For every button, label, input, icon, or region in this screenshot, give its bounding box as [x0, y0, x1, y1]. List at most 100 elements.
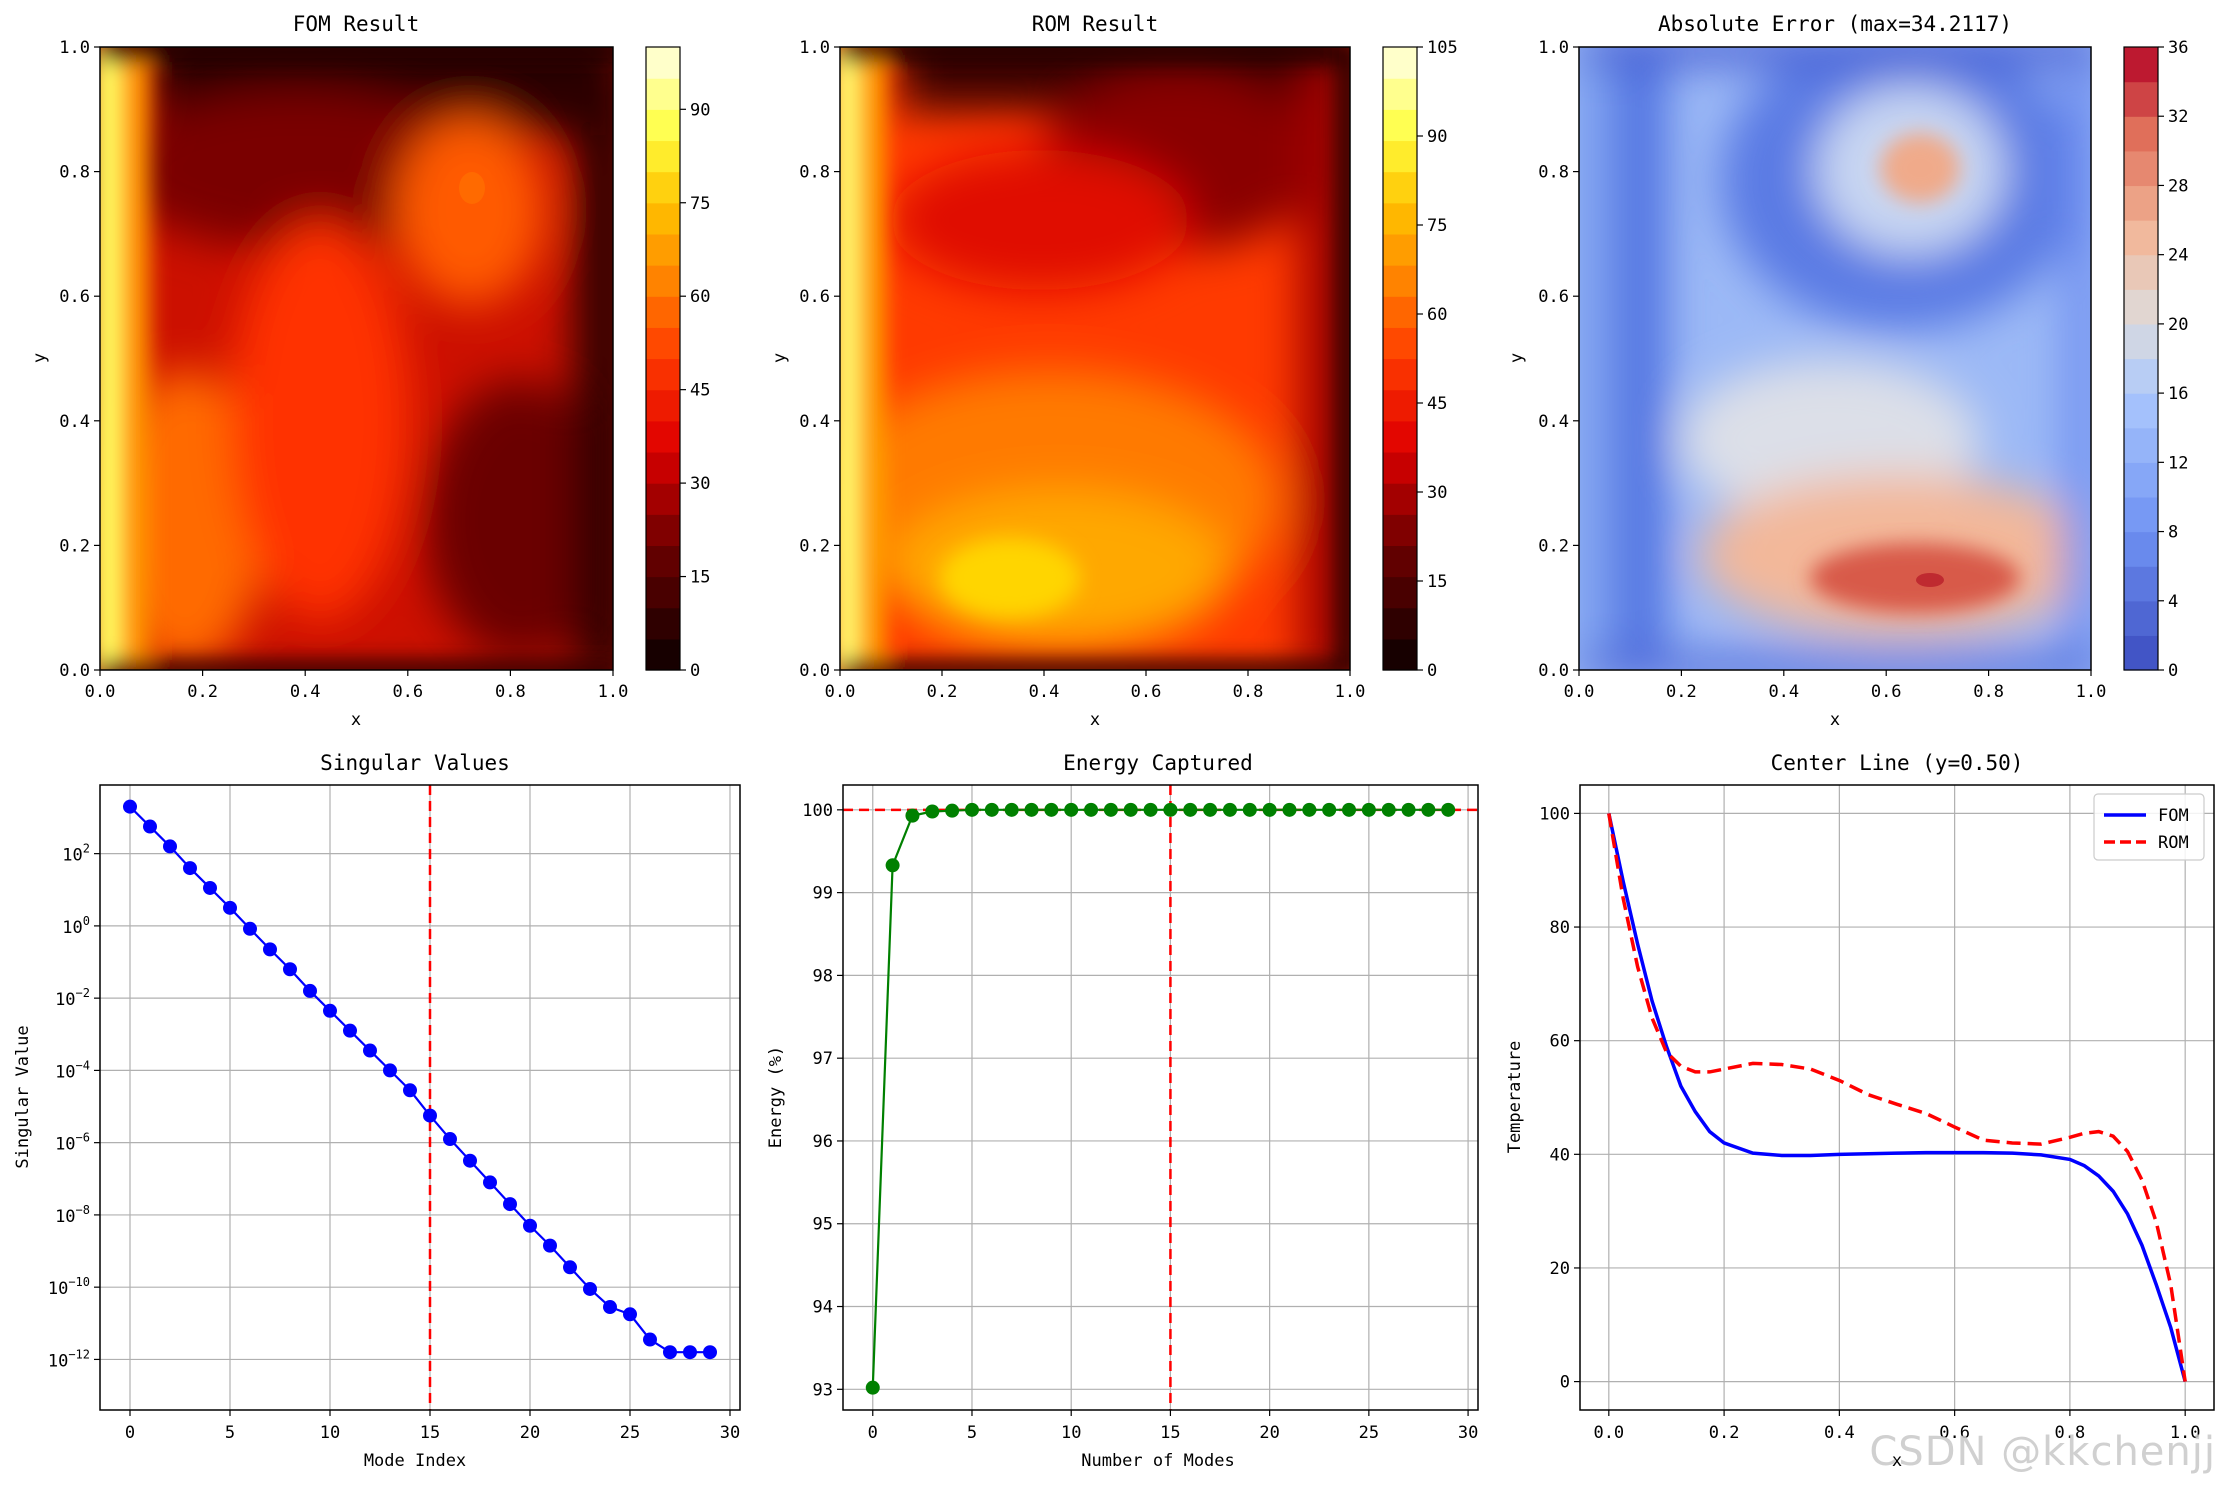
- fom-colorbar-label: 30: [690, 474, 710, 494]
- singular-point: [703, 1345, 717, 1360]
- rom-colorbar-level: [1383, 420, 1417, 453]
- rom-ytick-label: 0.2: [799, 536, 830, 556]
- centerline-ytick-label: 100: [1539, 804, 1570, 824]
- energy-frame: [842, 784, 1479, 1411]
- singular-point: [123, 799, 137, 814]
- error-bottom-peak: [1810, 543, 2020, 613]
- fom-colorbar-label: 0: [690, 661, 700, 681]
- fom-axes: 0.0 0.2 0.4 0.6 0.8 1.0 0.0 0.2 0.4 0.6 0.8 1.0: [59, 38, 628, 702]
- centerline-xtick-label: 0.6: [1939, 1423, 1970, 1443]
- error-ytick-label: 0.0: [1538, 661, 1569, 681]
- rom-colorbar-level: [1383, 140, 1417, 173]
- singular-point: [563, 1260, 577, 1275]
- error-ytick-label: 0.6: [1538, 287, 1569, 307]
- fom-colorbar-level: [646, 638, 680, 671]
- centerline-xtick-label: 1.0: [2170, 1423, 2201, 1443]
- fom-ytick-label: 0.4: [59, 412, 90, 432]
- error-colorbar-level: [2124, 289, 2158, 325]
- error-colorbar-label: 24: [2168, 246, 2188, 266]
- fom-colorbar-level: [646, 78, 680, 110]
- fom-right-lower-dark: [425, 380, 613, 660]
- error-colorbar-level: [2124, 358, 2158, 394]
- fom-xtick-label: 0.2: [187, 682, 218, 702]
- fom-xtick-label: 0.8: [495, 682, 526, 702]
- fom-colorbar-level: [646, 514, 680, 546]
- centerline-ytick-label: 60: [1550, 1032, 1570, 1052]
- rom-right-edge-red: [1300, 60, 1350, 670]
- rom-axes: 0.0 0.2 0.4 0.6 0.8 1.0 0.0 0.2 0.4 0.6 0.8 1.0: [799, 38, 1365, 702]
- singular-background: [100, 785, 740, 1410]
- error-blue-column: [1615, 60, 1665, 660]
- singular-ytick-label: 10−6: [55, 1131, 90, 1155]
- fom-colorbar-level: [646, 109, 680, 142]
- energy-point: [1421, 802, 1436, 817]
- rom-ylabel: y: [770, 353, 790, 363]
- singular-xtick-label: 0: [125, 1423, 135, 1443]
- singular-ylabel: Singular Value: [13, 1025, 33, 1168]
- centerline-ylabel: Temperature: [1505, 1041, 1525, 1154]
- rom-colorbar-label: 30: [1427, 483, 1447, 503]
- rom-panel: ROM Result 0.0 0.2 0.4 0.6 0.8 1.00.00.20.40.: [770, 12, 1458, 730]
- rom-colorbar-level: [1383, 638, 1417, 671]
- energy-point: [1183, 802, 1198, 817]
- centerline-ytick-label: 0: [1560, 1373, 1570, 1393]
- fom-colorbar-level: [646, 265, 680, 297]
- centerline-panel: Center Line (y=0.50) 0.0 0.2 0.4 0.6 0.8 1.00…: [1505, 751, 2215, 1471]
- rom-colorbar-level: [1383, 202, 1417, 235]
- error-colorbar-label: 28: [2168, 176, 2188, 196]
- fom-colorbar-level: [646, 171, 680, 204]
- error-frame: [1578, 46, 2092, 671]
- rom-colorbar-frame: [1382, 46, 1418, 671]
- energy-point: [1342, 802, 1357, 817]
- energy-ytick-label: 99: [813, 884, 833, 904]
- rom-xlabel: x: [1090, 710, 1100, 730]
- singular-point: [603, 1300, 617, 1315]
- fom-colorbar-level: [646, 389, 680, 422]
- rom-colorbar-level: [1383, 265, 1417, 297]
- rom-colorbar-level: [1383, 296, 1417, 328]
- fom-colorbar-level: [646, 140, 680, 173]
- energy-xtick-label: 0: [868, 1423, 878, 1443]
- fom-colorbar-level: [646, 202, 680, 235]
- fom-colorbar-level: [646, 233, 680, 266]
- fom-colorbar-label: 60: [690, 287, 710, 307]
- energy-xtick-label: 30: [1458, 1423, 1478, 1443]
- centerline-xtick-label: 0.4: [1824, 1423, 1855, 1443]
- fom-colorbar: 0 15 30 45 60 75 90: [645, 46, 710, 681]
- energy-point: [1381, 802, 1396, 817]
- energy-xtick-label: 5: [967, 1423, 977, 1443]
- rom-field: [840, 47, 1350, 670]
- centerline-xtick-label: 0.0: [1593, 1423, 1624, 1443]
- energy-ytick-label: 98: [813, 966, 833, 986]
- singular-xtick-label: 5: [225, 1423, 235, 1443]
- fom-ytick-label: 1.0: [59, 38, 90, 58]
- singular-point: [483, 1175, 497, 1190]
- singular-point: [243, 921, 257, 936]
- fom-xtick-label: 1.0: [598, 682, 629, 702]
- rom-bottom-band: [840, 660, 1350, 670]
- singular-xtick-label: 20: [520, 1423, 540, 1443]
- error-colorbar: 0 4 8 12 16 20 24 28 32 36: [2123, 38, 2188, 681]
- fom-center-band: [230, 220, 410, 620]
- error-top-strip: [1580, 47, 2091, 63]
- rom-ytick-label: 0.6: [799, 287, 830, 307]
- error-colorbar-level: [2124, 393, 2158, 429]
- energy-point: [1361, 802, 1376, 817]
- rom-colorbar-level: [1383, 607, 1417, 640]
- fom-left-hot: [100, 47, 613, 670]
- singular-xtick-label: 25: [620, 1423, 640, 1443]
- energy-point: [1103, 802, 1118, 817]
- error-xtick-label: 0.2: [1666, 682, 1697, 702]
- energy-point: [1004, 802, 1019, 817]
- error-xtick-label: 0.4: [1768, 682, 1799, 702]
- watermark: CSDN @kkchenjj: [1869, 1429, 2216, 1475]
- fom-frame: [99, 46, 614, 671]
- error-axes: 0.0 0.2 0.4 0.6 0.8 1.0 0.0 0.2 0.4 0.6 0.8 1.0: [1538, 38, 2106, 702]
- error-colorbar-level: [2124, 600, 2158, 636]
- energy-point: [1282, 802, 1297, 817]
- singular-point: [303, 983, 317, 998]
- centerline-plot: 0.0 0.2 0.4 0.6 0.8 1.0 0 20 40 60 80 100: [1539, 784, 2215, 1443]
- energy-title: Energy Captured: [1063, 751, 1253, 775]
- fom-title: FOM Result: [293, 12, 419, 36]
